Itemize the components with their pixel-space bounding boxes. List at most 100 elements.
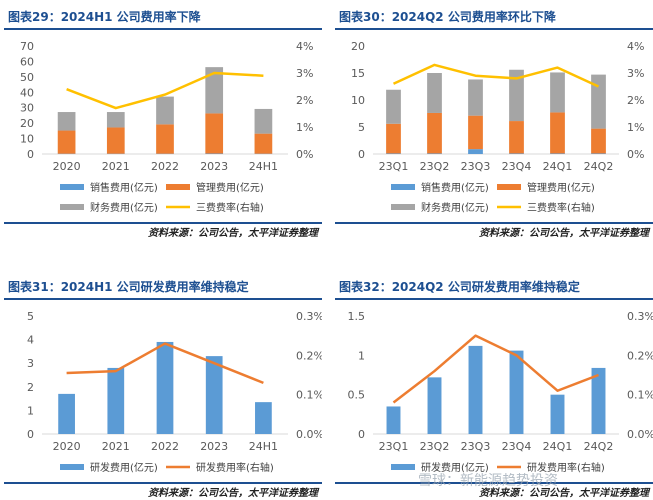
legend-swatch [60, 464, 84, 470]
chart-legend: 销售费用(亿元) 管理费用(亿元) 财务费用(亿元) 三费费率(右轴) [60, 181, 264, 214]
x-tick-label: 2023 [200, 160, 228, 173]
y2-tick-label: 3% [627, 67, 644, 80]
bar [386, 153, 401, 154]
y-tick-label: 30 [20, 102, 34, 115]
legend-swatch [391, 204, 415, 210]
y2-tick-label: 0.0% [627, 428, 653, 441]
bar [106, 112, 125, 128]
bar [550, 153, 565, 154]
chart-source: 资料来源：公司公告，太平洋证券整理 [479, 488, 649, 499]
bar [156, 96, 174, 125]
bar [156, 341, 174, 434]
bar [57, 112, 76, 131]
legend-swatch [391, 464, 415, 470]
y-tick-label: 50 [20, 71, 34, 84]
bar-series-group [57, 67, 273, 154]
y-tick-label: 20 [20, 117, 34, 130]
y-tick-label: 4 [27, 334, 34, 347]
x-tick-label: 2022 [151, 440, 179, 453]
bar [509, 69, 524, 122]
x-tick-label: 24Q1 [543, 160, 573, 173]
series-line [392, 63, 600, 88]
x-tick-label: 23Q1 [379, 160, 409, 173]
y2-tick-label: 0.3% [296, 310, 322, 323]
x-tick-label: 23Q4 [502, 160, 532, 173]
bar [550, 112, 565, 154]
x-tick-label: 24H1 [249, 440, 278, 453]
chart-source: 资料来源：公司公告，太平洋证券整理 [148, 228, 318, 239]
watermark-text: 雪球：新能源趋势投资 [418, 473, 558, 489]
legend-label: 财务费用(亿元) [421, 201, 489, 214]
legend-swatch [166, 184, 190, 190]
chart-axes: 0 1 2 3 4 5 0.0% 0.1% 0.2% 0.3% 2020 2021 2022 2023 24… [27, 310, 322, 453]
y-tick-label: 5 [358, 121, 365, 134]
y2-tick-label: 0% [296, 148, 313, 161]
y2-tick-label: 2% [296, 94, 313, 107]
y2-tick-label: 0.2% [627, 349, 653, 362]
y2-tick-label: 3% [296, 67, 313, 80]
legend-label: 管理费用(亿元) [527, 181, 595, 194]
chart-title: 图表32：2024Q2 公司研发费用率维持稳定 [335, 274, 653, 300]
chart-panel-31: 图表31：2024H1 公司研发费用率维持稳定 0 1 2 3 4 5 0.0% 0.1% 0.… [4, 274, 322, 500]
chart-source: 资料来源：公司公告，太平洋证券整理 [148, 488, 318, 499]
chart-panel-32: 图表32：2024Q2 公司研发费用率维持稳定 0 0.5 1 1.5 0.0% 0.1%… [335, 274, 653, 500]
series-line [392, 334, 599, 404]
bar [591, 74, 606, 129]
bar [427, 73, 442, 113]
x-tick-label: 23Q1 [379, 440, 409, 453]
chart-axes: 0 5 10 15 20 0% 1% 2% 3% 4% 23Q1 23Q2 23Q3 23Q4 24Q1 24… [351, 40, 644, 173]
bar [591, 128, 606, 154]
legend-swatch [391, 184, 415, 190]
y2-tick-label: 0.1% [627, 389, 653, 402]
y2-tick-label: 1% [627, 121, 644, 134]
y-tick-label: 2 [27, 381, 34, 394]
y-tick-label: 10 [351, 94, 365, 107]
bar [156, 124, 174, 154]
y-tick-label: 3 [27, 357, 34, 370]
chart-bottom-rule [4, 482, 322, 484]
bar [509, 121, 524, 154]
bar [107, 367, 125, 434]
legend-label: 研发费用率(右轴) [196, 461, 274, 474]
y-tick-label: 5 [27, 310, 34, 323]
y-tick-label: 40 [20, 86, 34, 99]
bar [254, 108, 273, 134]
y2-tick-label: 0% [627, 148, 644, 161]
x-tick-label: 2023 [200, 440, 228, 453]
legend-label: 三费费率(右轴) [196, 201, 264, 214]
bar-series-group [386, 345, 606, 434]
bar [591, 153, 606, 154]
chart-31-svg: 0 1 2 3 4 5 0.0% 0.1% 0.2% 0.3% 2020 2021 2022 2023 24… [27, 310, 322, 474]
bar [468, 115, 483, 150]
y2-tick-label: 2% [627, 94, 644, 107]
bar [550, 72, 565, 113]
chart-legend: 研发费用(亿元) 研发费用率(右轴) [391, 461, 605, 474]
y2-tick-label: 1% [296, 121, 313, 134]
bar [468, 149, 483, 154]
x-tick-label: 23Q3 [461, 160, 491, 173]
chart-30-svg: 0 5 10 15 20 0% 1% 2% 3% 4% 23Q1 23Q2 23Q3 23Q4 24Q1 24… [351, 40, 644, 214]
y-tick-label: 0 [358, 428, 365, 441]
x-tick-label: 24Q1 [543, 440, 573, 453]
y-tick-label: 70 [20, 40, 34, 53]
y-tick-label: 1 [358, 349, 365, 362]
bar [255, 402, 272, 434]
x-tick-label: 2022 [151, 160, 179, 173]
y-tick-label: 10 [20, 133, 34, 146]
y2-tick-label: 4% [296, 40, 313, 53]
chart-title: 图表31：2024H1 公司研发费用率维持稳定 [4, 274, 322, 300]
bar [509, 350, 524, 434]
x-tick-label: 24Q2 [584, 440, 614, 453]
legend-swatch [497, 184, 521, 190]
bar [386, 406, 401, 434]
legend-label: 研发费用(亿元) [421, 461, 489, 474]
x-tick-label: 2020 [53, 440, 81, 453]
chart-axes: 0 10 20 30 40 50 60 70 0% 1% 2% 3% 4% 2020 2021 2022 202… [20, 40, 313, 173]
chart-legend: 研发费用(亿元) 研发费用率(右轴) [60, 461, 274, 474]
bar [591, 367, 606, 434]
bar [205, 113, 224, 154]
x-tick-label: 24Q2 [584, 160, 614, 173]
x-tick-label: 24H1 [249, 160, 278, 173]
y2-tick-label: 0.3% [627, 310, 653, 323]
chart-bottom-rule [4, 222, 322, 224]
